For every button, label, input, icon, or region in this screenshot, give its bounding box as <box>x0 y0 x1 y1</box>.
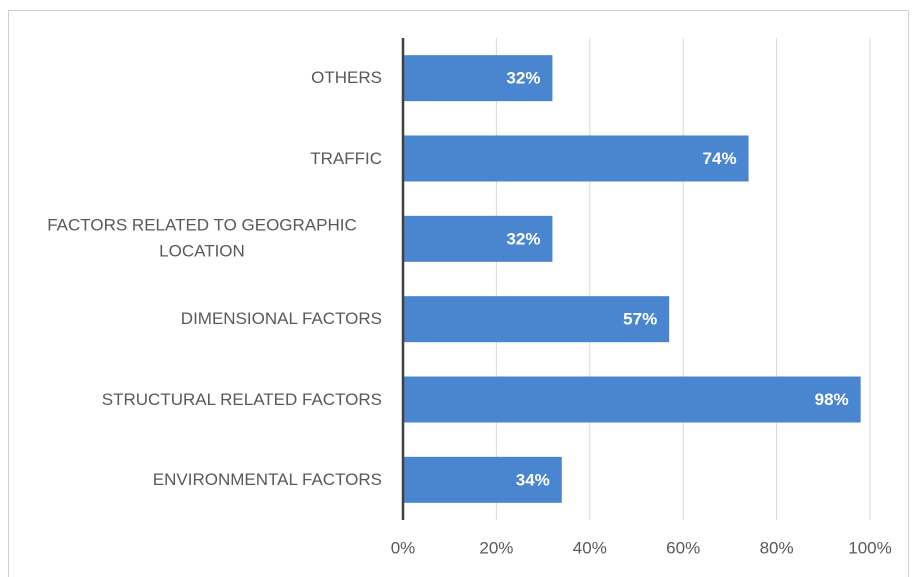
bar <box>403 296 670 343</box>
category-label-box: FACTORS RELATED TO GEOGRAPHIC LOCATION <box>0 212 382 265</box>
value-label: 32% <box>506 229 540 248</box>
y-tick-label: DIMENSIONAL FACTORS <box>180 308 382 328</box>
category-label-box: ENVIRONMENTAL FACTORS <box>0 467 382 493</box>
value-label: 74% <box>703 149 737 168</box>
bar <box>403 376 861 423</box>
value-label: 32% <box>506 69 540 88</box>
chart-border <box>8 10 909 577</box>
y-tick-label: TRAFFIC <box>310 148 382 168</box>
y-tick-label: OTHERS <box>311 67 382 87</box>
category-label-box: STRUCTURAL RELATED FACTORS <box>0 386 382 412</box>
bar <box>403 456 562 503</box>
x-tick-label: 0% <box>391 538 416 557</box>
x-tick-label: 60% <box>666 538 700 557</box>
value-label: 34% <box>516 470 550 489</box>
y-tick-label: FACTORS RELATED TO GEOGRAPHIC LOCATION <box>47 215 357 261</box>
x-tick-label: 100% <box>848 538 891 557</box>
value-label: 98% <box>815 390 849 409</box>
x-tick-label: 20% <box>479 538 513 557</box>
category-label-box: TRAFFIC <box>0 145 382 171</box>
bar <box>403 215 553 262</box>
x-tick-label: 40% <box>573 538 607 557</box>
bar <box>403 55 553 102</box>
y-tick-label: ENVIRONMENTAL FACTORS <box>152 469 382 489</box>
x-tick-label: 80% <box>760 538 794 557</box>
category-label-box: OTHERS <box>0 65 382 91</box>
bar <box>403 135 749 182</box>
category-label-box: DIMENSIONAL FACTORS <box>0 306 382 332</box>
y-tick-label: STRUCTURAL RELATED FACTORS <box>101 389 382 409</box>
value-label: 57% <box>623 310 657 329</box>
